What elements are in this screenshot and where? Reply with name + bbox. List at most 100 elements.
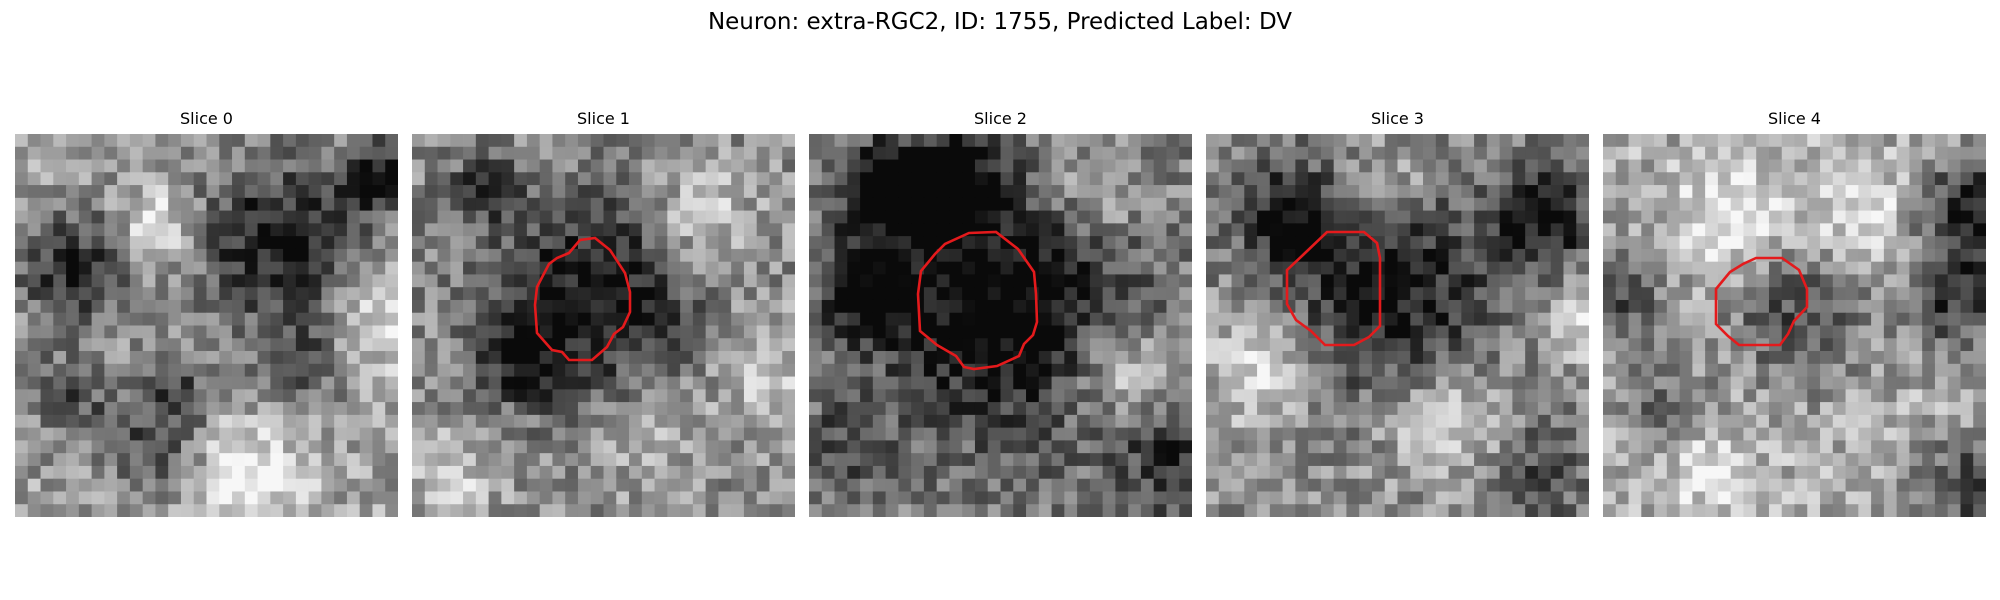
image-pixel (104, 287, 118, 301)
image-pixel (692, 414, 707, 429)
image-pixel (1359, 491, 1373, 505)
image-pixel (244, 146, 258, 160)
image-pixel (180, 351, 195, 365)
image-pixel (27, 248, 41, 263)
image-pixel (809, 172, 823, 186)
image-pixel (372, 299, 386, 314)
image-pixel (1435, 197, 1449, 211)
image-pixel (1371, 287, 1386, 301)
image-pixel (860, 236, 874, 250)
image-pixel (641, 223, 655, 237)
image-pixel (206, 274, 220, 288)
image-pixel (385, 210, 398, 224)
image-pixel (782, 223, 795, 237)
image-pixel (629, 389, 643, 403)
image-pixel (1257, 478, 1271, 492)
image-pixel (1269, 491, 1283, 505)
image-pixel (1679, 261, 1693, 275)
image-pixel (756, 159, 770, 173)
image-pixel (1013, 287, 1027, 301)
image-pixel (1654, 389, 1668, 403)
image-pixel (1359, 185, 1373, 199)
image-pixel (1858, 325, 1872, 339)
image-pixel (475, 185, 489, 199)
image-pixel (1781, 427, 1795, 441)
image-pixel (53, 338, 67, 352)
image-pixel (104, 172, 118, 186)
image-pixel (565, 146, 579, 160)
image-pixel (936, 427, 950, 441)
image-pixel (180, 465, 195, 480)
image-pixel (1140, 338, 1155, 352)
image-pixel (437, 325, 451, 339)
image-pixel (821, 312, 835, 326)
image-pixel (1166, 376, 1180, 390)
image-pixel (1781, 236, 1795, 250)
image-pixel (1295, 465, 1309, 480)
image-pixel (667, 325, 681, 339)
image-pixel (66, 261, 80, 275)
image-pixel (40, 185, 54, 199)
image-pixel (244, 427, 258, 441)
image-pixel (1641, 197, 1655, 211)
image-pixel (219, 389, 233, 403)
image-pixel (949, 338, 963, 352)
image-pixel (1089, 478, 1104, 492)
image-pixel (1166, 236, 1180, 250)
image-pixel (1448, 427, 1462, 441)
image-pixel (654, 146, 668, 160)
image-pixel (1781, 185, 1795, 199)
image-pixel (334, 312, 348, 326)
image-pixel (911, 185, 925, 199)
image-pixel (1218, 287, 1232, 301)
image-pixel (1858, 453, 1872, 467)
image-pixel (809, 363, 823, 377)
image-pixel (1807, 299, 1821, 314)
image-pixel (756, 351, 770, 365)
image-pixel (1743, 478, 1757, 492)
image-pixel (1576, 197, 1589, 211)
image-pixel (1512, 197, 1526, 211)
image-pixel (219, 478, 233, 492)
image-pixel (1692, 389, 1706, 403)
image-pixel (885, 504, 899, 517)
image-pixel (1128, 299, 1142, 314)
image-pixel (193, 210, 207, 224)
image-pixel (1089, 453, 1104, 467)
image-pixel (872, 440, 886, 454)
image-pixel (424, 389, 438, 403)
image-pixel (142, 197, 156, 211)
image-pixel (705, 325, 719, 339)
image-pixel (911, 414, 925, 429)
image-pixel (1448, 299, 1462, 314)
image-pixel (590, 389, 604, 403)
image-pixel (1064, 478, 1078, 492)
image-pixel (1499, 504, 1513, 517)
image-pixel (155, 389, 169, 403)
image-pixel (117, 172, 131, 186)
image-pixel (1371, 172, 1386, 186)
image-pixel (346, 159, 361, 173)
image-pixel (680, 376, 694, 390)
image-pixel (1359, 210, 1373, 224)
image-pixel (1244, 440, 1258, 454)
image-pixel (142, 185, 156, 199)
image-pixel (1359, 453, 1373, 467)
image-pixel (129, 465, 144, 480)
image-pixel (1102, 261, 1116, 275)
image-pixel (1486, 325, 1501, 339)
image-pixel (1486, 287, 1501, 301)
image-pixel (1461, 363, 1475, 377)
image-pixel (1654, 376, 1668, 390)
image-pixel (1089, 312, 1104, 326)
image-pixel (1269, 185, 1283, 199)
image-pixel (1909, 427, 1923, 441)
image-pixel (501, 299, 515, 314)
image-pixel (1244, 261, 1258, 275)
image-pixel (1206, 210, 1220, 224)
image-pixel (1371, 223, 1386, 237)
image-pixel (1756, 287, 1770, 301)
image-pixel (590, 465, 604, 480)
image-pixel (680, 414, 694, 429)
image-pixel (219, 172, 233, 186)
